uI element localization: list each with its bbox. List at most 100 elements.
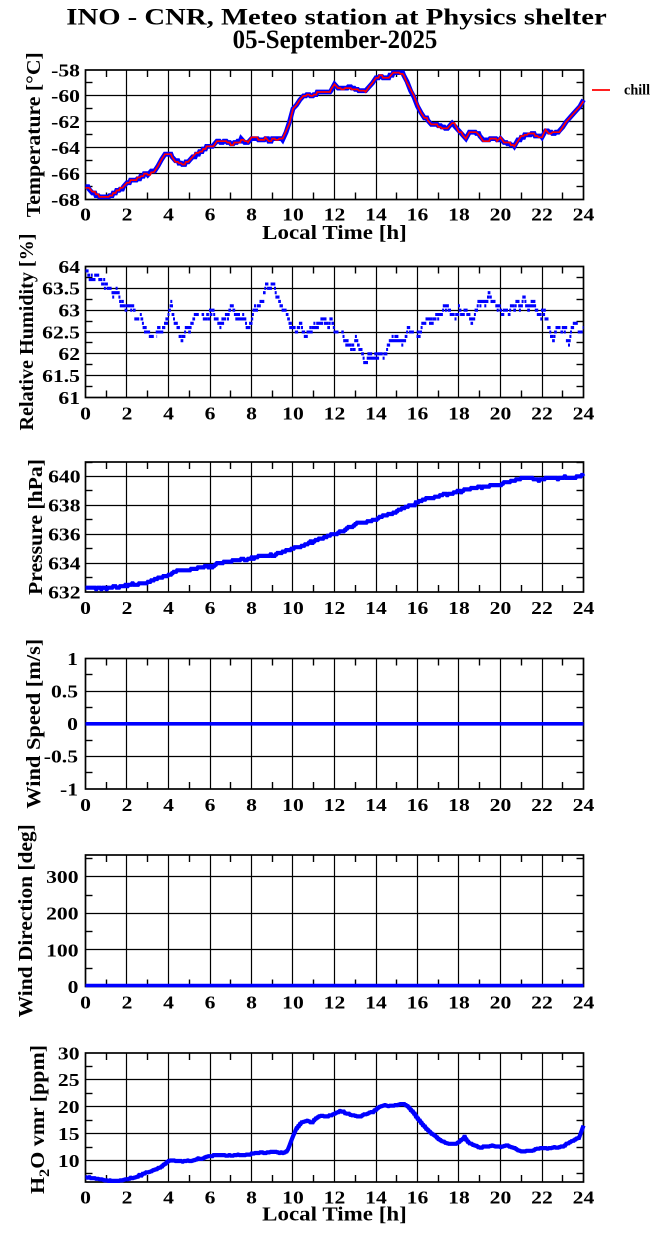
svg-text:4: 4 <box>163 993 174 1013</box>
svg-text:-66: -66 <box>51 164 80 184</box>
svg-text:636: 636 <box>48 525 80 545</box>
svg-text:0: 0 <box>80 598 91 618</box>
svg-text:0: 0 <box>80 1188 91 1208</box>
svg-text:14: 14 <box>365 598 387 618</box>
svg-text:12: 12 <box>324 993 346 1013</box>
svg-text:62.5: 62.5 <box>42 322 80 342</box>
svg-text:Local Time [h]: Local Time [h] <box>262 222 407 244</box>
svg-text:1: 1 <box>67 649 78 669</box>
svg-text:10: 10 <box>282 1188 304 1208</box>
svg-text:Local Time [h]: Local Time [h] <box>262 1204 407 1226</box>
svg-text:chill: chill <box>624 83 650 99</box>
svg-text:-1: -1 <box>60 779 78 799</box>
svg-text:0: 0 <box>80 404 91 424</box>
svg-text:6: 6 <box>205 1188 216 1208</box>
svg-text:-60: -60 <box>51 86 80 106</box>
svg-text:10: 10 <box>58 1151 80 1171</box>
svg-text:20: 20 <box>490 205 512 225</box>
svg-text:20: 20 <box>490 404 512 424</box>
svg-text:12: 12 <box>324 598 346 618</box>
svg-text:INO - CNR, Meteo station at Ph: INO - CNR, Meteo station at Physics shel… <box>66 4 606 29</box>
svg-text:18: 18 <box>448 795 470 815</box>
svg-text:22: 22 <box>531 1188 553 1208</box>
svg-text:8: 8 <box>246 404 257 424</box>
svg-text:16: 16 <box>407 205 429 225</box>
svg-text:25: 25 <box>58 1070 80 1090</box>
svg-text:-62: -62 <box>51 112 80 132</box>
svg-text:10: 10 <box>282 404 304 424</box>
svg-text:6: 6 <box>205 404 216 424</box>
svg-text:-64: -64 <box>51 138 80 158</box>
svg-text:2: 2 <box>122 1188 133 1208</box>
svg-text:22: 22 <box>531 993 553 1013</box>
svg-text:20: 20 <box>490 795 512 815</box>
svg-text:18: 18 <box>448 205 470 225</box>
svg-text:-0.5: -0.5 <box>44 747 78 767</box>
svg-text:64: 64 <box>58 257 80 277</box>
svg-text:Wind Direction [deg]: Wind Direction [deg] <box>15 824 37 1017</box>
svg-text:24: 24 <box>573 205 595 225</box>
svg-text:8: 8 <box>246 795 257 815</box>
svg-text:2: 2 <box>122 205 133 225</box>
svg-text:8: 8 <box>246 205 257 225</box>
svg-text:05-September-2025: 05-September-2025 <box>233 25 438 54</box>
svg-text:Temperature [°C]: Temperature [°C] <box>23 52 45 217</box>
svg-text:2: 2 <box>122 598 133 618</box>
svg-text:20: 20 <box>58 1097 80 1117</box>
svg-text:16: 16 <box>407 404 429 424</box>
svg-text:4: 4 <box>163 795 174 815</box>
svg-text:14: 14 <box>365 1188 387 1208</box>
svg-text:61: 61 <box>58 388 80 408</box>
svg-text:638: 638 <box>48 496 80 516</box>
svg-text:22: 22 <box>531 598 553 618</box>
svg-text:Pressure [hPa]: Pressure [hPa] <box>25 459 47 595</box>
svg-text:10: 10 <box>282 795 304 815</box>
svg-text:18: 18 <box>448 993 470 1013</box>
svg-text:6: 6 <box>205 598 216 618</box>
svg-text:4: 4 <box>163 404 174 424</box>
svg-text:632: 632 <box>48 582 80 602</box>
svg-text:14: 14 <box>365 404 387 424</box>
svg-text:100: 100 <box>46 940 78 960</box>
svg-text:6: 6 <box>205 993 216 1013</box>
svg-text:16: 16 <box>407 993 429 1013</box>
svg-text:4: 4 <box>163 1188 174 1208</box>
svg-text:63.5: 63.5 <box>42 279 80 299</box>
svg-text:0: 0 <box>80 993 91 1013</box>
svg-text:16: 16 <box>407 598 429 618</box>
svg-text:12: 12 <box>324 404 346 424</box>
svg-text:24: 24 <box>573 598 595 618</box>
svg-text:20: 20 <box>490 1188 512 1208</box>
svg-text:22: 22 <box>531 205 553 225</box>
svg-text:24: 24 <box>573 795 595 815</box>
svg-text:8: 8 <box>246 1188 257 1208</box>
svg-text:8: 8 <box>246 993 257 1013</box>
svg-text:10: 10 <box>282 598 304 618</box>
svg-text:6: 6 <box>205 795 216 815</box>
svg-text:16: 16 <box>407 1188 429 1208</box>
svg-text:14: 14 <box>365 795 387 815</box>
svg-text:10: 10 <box>282 205 304 225</box>
svg-text:2: 2 <box>122 795 133 815</box>
svg-text:0.5: 0.5 <box>51 681 78 701</box>
svg-text:0: 0 <box>80 795 91 815</box>
svg-text:63: 63 <box>58 301 80 321</box>
svg-text:15: 15 <box>58 1124 80 1144</box>
svg-text:12: 12 <box>324 1188 346 1208</box>
svg-text:30: 30 <box>58 1043 80 1063</box>
svg-text:300: 300 <box>46 867 78 887</box>
svg-text:14: 14 <box>365 993 387 1013</box>
svg-text:12: 12 <box>324 795 346 815</box>
svg-text:14: 14 <box>365 205 387 225</box>
svg-text:0: 0 <box>80 205 91 225</box>
svg-text:634: 634 <box>48 553 80 573</box>
svg-text:2: 2 <box>122 993 133 1013</box>
svg-text:20: 20 <box>490 993 512 1013</box>
svg-text:-68: -68 <box>51 190 80 210</box>
svg-text:4: 4 <box>163 205 174 225</box>
svg-text:24: 24 <box>573 404 595 424</box>
svg-text:24: 24 <box>573 993 595 1013</box>
svg-text:Relative Humidity [%]: Relative Humidity [%] <box>16 234 38 431</box>
svg-text:4: 4 <box>163 598 174 618</box>
svg-text:H2O vmr [ppm]: H2O vmr [ppm] <box>27 1045 53 1194</box>
